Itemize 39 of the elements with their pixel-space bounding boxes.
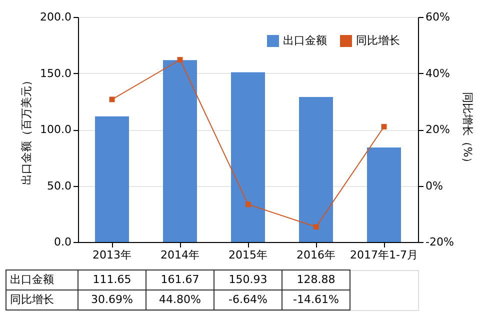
text: 出口金额 [10, 273, 54, 286]
x-tick-label: 2016年 [296, 248, 336, 262]
data-label: 44.80% [159, 293, 201, 306]
legend-label: 同比增长 [356, 34, 400, 47]
point [109, 96, 115, 102]
data-label: 150.93 [228, 273, 268, 286]
data-label: -6.64% [228, 293, 268, 306]
y2-tick-label: 20% [426, 123, 450, 136]
y-tick-label: 150.0 [40, 66, 72, 80]
x-tick-label: 2014年 [160, 248, 200, 262]
bar [299, 97, 333, 242]
y-tick-label: 100.0 [40, 123, 72, 136]
y-tick-label: 0.0 [54, 236, 72, 248]
data-label: -14.61% [293, 293, 339, 306]
point [177, 57, 183, 62]
bar [231, 72, 265, 242]
y2-tick-label: -20% [426, 236, 454, 248]
data-label: 111.65 [92, 273, 132, 286]
y-tick-label: 50.0 [47, 179, 72, 192]
y-tick-label: 200.0 [40, 10, 72, 24]
data-label: 128.88 [296, 273, 336, 286]
x-tick-label: 2013年 [92, 248, 132, 262]
y2-tick-label: 60% [426, 10, 450, 24]
y2-axis-title: 同比增长（%） [460, 92, 474, 168]
point [313, 224, 319, 230]
point [381, 124, 387, 130]
bar [163, 60, 197, 242]
x-tick-label: 2015年 [228, 248, 268, 262]
bar [95, 116, 129, 242]
bar [367, 148, 401, 242]
y2-tick-label: 0% [426, 179, 443, 192]
y2-tick-label: 40% [426, 66, 450, 80]
data-label: 161.67 [160, 273, 200, 286]
x-tick-label: 2017年1-7月 [350, 248, 418, 262]
text: 同比增长 [10, 293, 54, 306]
legend-label: 出口金额 [283, 34, 327, 47]
point [245, 202, 251, 208]
y-axis-title: 出口金额（百万美元） [20, 75, 34, 185]
data-label: 30.69% [91, 293, 133, 306]
